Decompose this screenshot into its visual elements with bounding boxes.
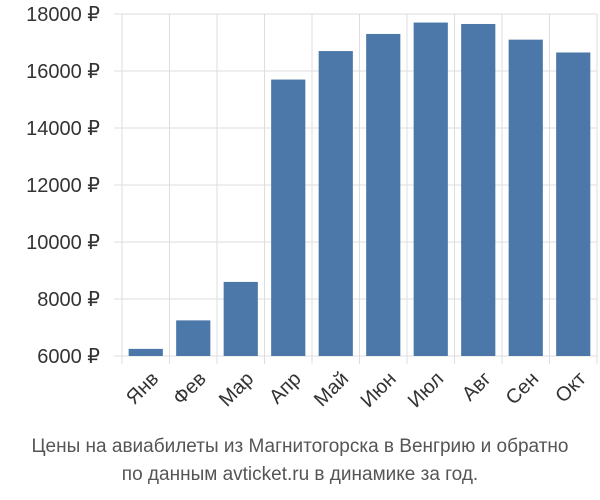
bar-Июл (413, 22, 448, 357)
bar-Мар (223, 281, 258, 356)
y-axis: 6000 ₽ 8000 ₽ 10000 ₽ 12000 ₽ 14000 ₽ 16000 ₽… (26, 4, 100, 368)
chart-caption-line-1: Цены на авиабилеты из Магнитогорска в Ве… (31, 436, 569, 457)
bar-Июн (366, 33, 401, 356)
bar-Сен (508, 39, 543, 357)
bar-Фев (176, 320, 211, 356)
chart-caption-line-2: по данным avticket.ru в динамике за год. (121, 464, 479, 485)
grid-lines (114, 13, 598, 364)
x-tick-label: Мар (215, 368, 258, 411)
y-tick-label: 12000 ₽ (26, 175, 100, 197)
x-axis: Янв Фев Мар Апр Май Июн Июл Авг Сен Окт (122, 368, 591, 412)
bar-Окт (556, 52, 591, 356)
y-tick-label: 16000 ₽ (26, 61, 100, 83)
x-tick-label: Янв (122, 368, 163, 409)
bar-Янв (128, 348, 163, 356)
y-tick-label: 8000 ₽ (37, 289, 100, 311)
y-tick-label: 18000 ₽ (26, 4, 100, 26)
bar-Авг (461, 23, 496, 356)
bars (128, 22, 591, 357)
y-tick-label: 6000 ₽ (37, 346, 100, 368)
x-tick-label: Июн (357, 368, 401, 412)
x-tick-label: Май (310, 368, 353, 411)
x-tick-label: Окт (551, 368, 590, 407)
x-tick-label: Фев (169, 368, 211, 410)
y-tick-label: 10000 ₽ (26, 232, 100, 254)
x-tick-label: Сен (502, 368, 543, 409)
bar-Май (318, 51, 353, 357)
y-tick-label: 14000 ₽ (26, 118, 100, 140)
x-tick-label: Авг (458, 368, 496, 406)
x-tick-label: Апр (265, 368, 306, 409)
bar-chart: 6000 ₽ 8000 ₽ 10000 ₽ 12000 ₽ 14000 ₽ 16000 ₽… (26, 4, 598, 412)
bar-Апр (271, 79, 306, 357)
x-tick-label: Июл (404, 368, 448, 412)
